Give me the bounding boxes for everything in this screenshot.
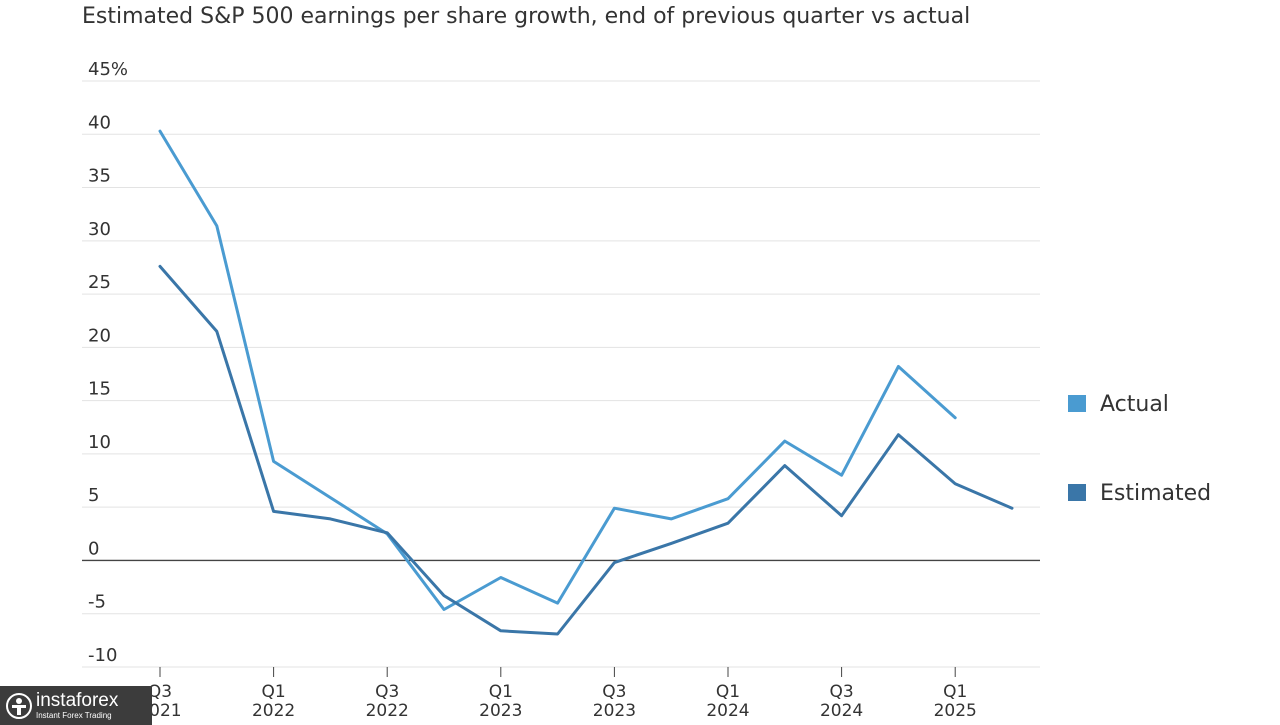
x-tick-label-year: 2023 [593, 701, 636, 721]
y-tick-label: -5 [88, 592, 106, 613]
series-line-actual [158, 129, 957, 611]
x-tick-label-quarter: Q3 [829, 682, 853, 702]
chart-title: Estimated S&P 500 earnings per share gro… [82, 4, 971, 29]
y-tick-label: 40 [88, 112, 111, 133]
y-tick-label: 25 [88, 272, 111, 293]
x-tick-label-quarter: Q1 [716, 682, 740, 702]
legend-label-estimated: Estimated [1100, 481, 1211, 506]
y-tick-label: 35 [88, 166, 111, 187]
series-lines [158, 129, 1014, 636]
x-tick-label-quarter: Q3 [602, 682, 626, 702]
x-tick-label-quarter: Q1 [943, 682, 967, 702]
x-tick-label-year: 2024 [820, 701, 863, 721]
y-tick-label: 45% [88, 59, 128, 80]
instaforex-logo-icon [6, 692, 32, 719]
legend-label-actual: Actual [1100, 392, 1169, 417]
y-tick-label: 0 [88, 538, 99, 559]
x-tick-label-quarter: Q1 [489, 682, 513, 702]
x-tick-label-year: 2025 [934, 701, 977, 721]
watermark-brand: instaforex [36, 690, 119, 711]
instaforex-watermark: instaforex Instant Forex Trading [0, 686, 152, 725]
x-tick-label-quarter: Q3 [148, 682, 172, 702]
gridlines [82, 80, 1040, 668]
y-tick-label: 15 [88, 379, 111, 400]
x-tick-label-year: 2022 [366, 701, 409, 721]
watermark-tagline: Instant Forex Trading [36, 711, 112, 720]
legend: Actual Estimated [1068, 392, 1211, 506]
x-tick-label-year: 2023 [479, 701, 522, 721]
y-tick-label: -10 [88, 645, 117, 666]
x-tick-label-quarter: Q1 [261, 682, 285, 702]
series-line-estimated [158, 264, 1014, 636]
y-tick-label: 20 [88, 325, 111, 346]
y-tick-label: 10 [88, 432, 111, 453]
x-axis-ticks: Q32021Q12022Q32022Q12023Q32023Q12024Q320… [138, 667, 977, 721]
y-axis-ticks: -10 -5 0 5 10 15 20 25 30 35 40 45% [88, 59, 128, 666]
legend-swatch-estimated [1068, 484, 1086, 501]
legend-swatch-actual [1068, 395, 1086, 412]
x-tick-label-year: 2024 [706, 701, 749, 721]
x-tick-label-year: 2022 [252, 701, 295, 721]
y-tick-label: 30 [88, 219, 111, 240]
y-tick-label: 5 [88, 485, 99, 506]
x-tick-label-quarter: Q3 [375, 682, 399, 702]
